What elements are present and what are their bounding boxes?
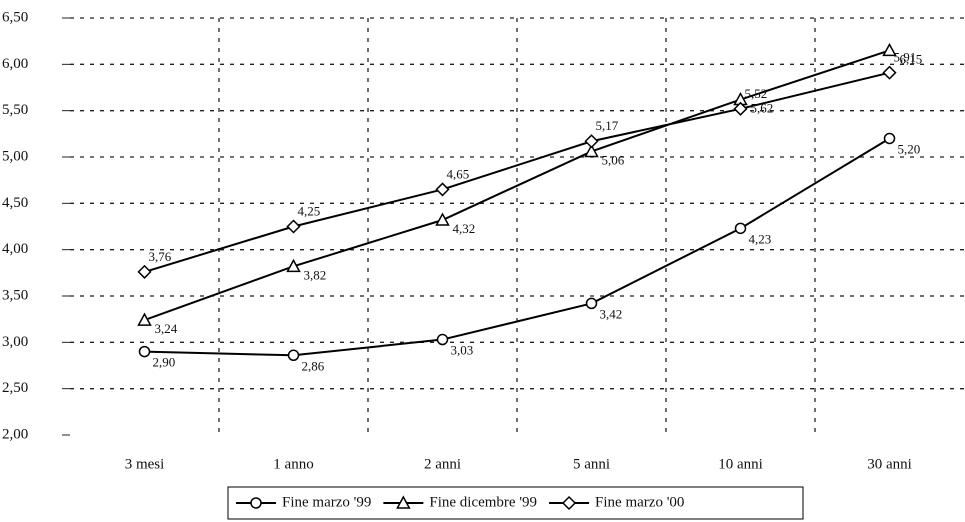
x-tick-label: 1 anno <box>273 456 313 472</box>
value-label: 2,86 <box>302 358 325 373</box>
point <box>138 345 151 358</box>
value-label: 3,42 <box>600 306 623 321</box>
series-line <box>144 137 891 357</box>
value-label: 4,65 <box>447 166 470 181</box>
series-line <box>144 49 890 322</box>
point <box>287 349 300 362</box>
legend-label: Fine marzo '00 <box>595 494 684 510</box>
legend-label: Fine marzo '99 <box>282 494 371 510</box>
y-tick-label: 2,50 <box>2 380 28 396</box>
value-label: 3,03 <box>451 343 474 358</box>
value-label: 5,17 <box>596 118 619 133</box>
point <box>733 101 748 116</box>
x-tick-label: 5 anni <box>573 456 610 472</box>
legend-marker <box>250 497 262 509</box>
point <box>584 143 599 158</box>
value-label: 3,82 <box>304 267 327 282</box>
value-label: 6,15 <box>900 51 923 66</box>
y-tick-label: 5,50 <box>2 102 28 118</box>
point <box>286 258 301 273</box>
x-tick-label: 30 anni <box>867 456 912 472</box>
point <box>882 42 897 57</box>
point <box>286 219 301 234</box>
y-tick-label: 5,00 <box>2 148 28 164</box>
legend-marker <box>561 495 577 511</box>
point <box>137 312 152 326</box>
x-tick-label: 2 anni <box>424 456 461 472</box>
value-label: 5,91 <box>894 50 917 65</box>
point <box>435 182 450 197</box>
point <box>734 222 747 235</box>
point <box>883 132 896 145</box>
x-tick-label: 10 anni <box>718 456 763 472</box>
legend-label: Fine dicembre '99 <box>429 494 537 510</box>
y-tick-label: 3,50 <box>2 287 28 303</box>
series-line <box>144 71 890 273</box>
value-label: 2,90 <box>153 355 176 370</box>
value-label: 4,23 <box>749 231 772 246</box>
legend-marker <box>396 495 411 509</box>
value-label: 5,06 <box>602 152 625 167</box>
x-tick-label: 3 mesi <box>125 456 165 472</box>
legend-box <box>227 486 804 520</box>
y-tick-label: 6,00 <box>2 56 28 72</box>
point <box>585 297 598 310</box>
point <box>435 212 450 226</box>
point <box>436 333 449 346</box>
point <box>137 264 152 279</box>
y-tick-label: 3,00 <box>2 334 28 350</box>
y-tick-label: 4,00 <box>2 241 28 257</box>
value-label: 4,25 <box>298 203 321 218</box>
y-tick-label: 4,50 <box>2 195 28 211</box>
point <box>882 65 897 80</box>
point <box>584 134 599 149</box>
y-tick-label: 2,00 <box>2 426 28 442</box>
y-tick-label: 6,50 <box>2 9 28 25</box>
value-label: 4,32 <box>453 221 476 236</box>
value-label: 5,20 <box>898 141 921 156</box>
value-label: 5,52 <box>745 86 768 101</box>
value-label: 3,76 <box>149 249 172 264</box>
value-label: 3,24 <box>155 321 178 336</box>
